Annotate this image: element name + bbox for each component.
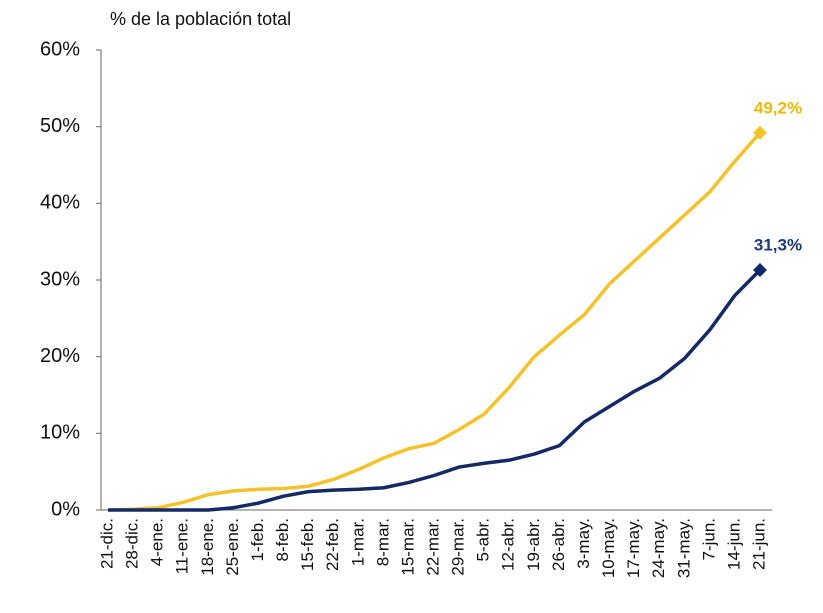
end-label: 49,2% xyxy=(754,98,802,117)
series-line xyxy=(107,131,762,512)
y-tick-label: 60% xyxy=(40,38,80,60)
x-tick-label: 29-mar. xyxy=(449,518,468,576)
y-tick-label: 40% xyxy=(40,192,80,214)
x-tick-label: 21-dic. xyxy=(97,518,116,569)
x-tick-label: 26-abr. xyxy=(549,518,568,571)
x-tick-label: 5-abr. xyxy=(474,518,493,561)
y-axis-label: % de la población total xyxy=(110,9,291,29)
x-tick-label: 28-dic. xyxy=(123,518,142,569)
x-tick-label: 18-ene. xyxy=(198,518,217,576)
end-marker xyxy=(753,263,767,278)
x-tick-label: 3-may. xyxy=(574,518,593,569)
y-tick-label: 20% xyxy=(40,345,80,367)
x-tick-label: 14-jun. xyxy=(724,518,743,570)
end-label: 31,3% xyxy=(754,236,802,255)
x-tick-label: 24-may. xyxy=(649,518,668,578)
x-tick-label: 1-mar. xyxy=(348,518,367,566)
series-line xyxy=(108,268,762,512)
x-tick-label: 22-feb. xyxy=(323,518,342,571)
x-tick-label: 11-ene. xyxy=(173,518,192,574)
x-tick-label: 1-feb. xyxy=(248,518,267,561)
x-tick-label: 4-ene. xyxy=(148,518,167,566)
y-tick-label: 30% xyxy=(40,268,80,290)
x-tick-label: 31-may. xyxy=(674,518,693,578)
end-marker xyxy=(753,125,767,140)
x-tick-label: 12-abr. xyxy=(499,518,518,571)
x-tick-label: 21-jun. xyxy=(749,518,768,570)
x-tick-label: 19-abr. xyxy=(524,518,543,571)
x-tick-label: 10-may. xyxy=(599,518,618,578)
y-tick-label: 0% xyxy=(51,498,80,520)
x-tick-label: 7-jun. xyxy=(699,518,718,561)
y-tick-label: 50% xyxy=(40,115,80,137)
x-tick-label: 8-mar. xyxy=(373,518,392,566)
x-tick-label: 8-feb. xyxy=(273,518,292,561)
x-tick-label: 22-mar. xyxy=(423,518,442,576)
x-tick-label: 15-mar. xyxy=(398,518,417,576)
x-tick-label: 15-feb. xyxy=(298,518,317,571)
x-tick-label: 17-may. xyxy=(624,518,643,578)
x-tick-label: 25-ene. xyxy=(223,518,242,576)
y-tick-label: 10% xyxy=(40,422,80,444)
